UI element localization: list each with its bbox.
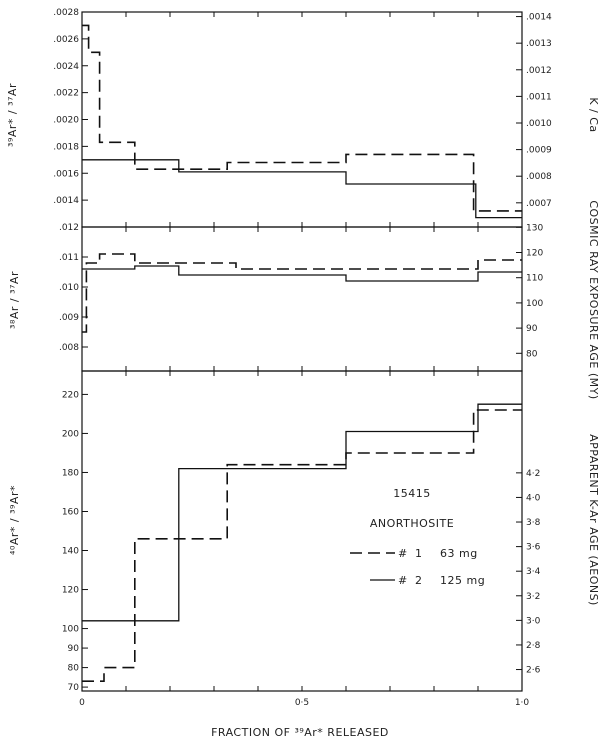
bottom-right-tick-label: 3·4 — [526, 567, 541, 577]
x-axis-title: FRACTION OF ³⁹Ar* RELEASED — [211, 726, 389, 739]
bottom-right-tick-label: 3·2 — [526, 592, 540, 602]
middle-right-tick-label: 90 — [526, 324, 538, 334]
top-right-tick-label: .0011 — [526, 92, 552, 102]
bottom-left-axis-title: ⁴⁰Ar* / ³⁹Ar* — [8, 485, 21, 555]
top-left-tick-label: .0014 — [53, 196, 79, 206]
top-left-tick-label: .0024 — [53, 62, 79, 72]
bottom-right-tick-label: 3·8 — [526, 518, 541, 528]
bottom-left-tick-label: 140 — [62, 547, 79, 557]
top-left-tick-label: .0018 — [53, 142, 79, 152]
bottom-left-tick-label: 200 — [62, 429, 79, 439]
legend-mass-2: 125 mg — [440, 574, 485, 587]
top-right-tick-label: .0014 — [526, 13, 552, 23]
middle-left-tick-label: .012 — [59, 223, 79, 233]
top-right-tick-label: .0009 — [526, 146, 552, 156]
top-series-1-dashed-line — [82, 24, 522, 212]
bottom-left-tick-label: 100 — [62, 625, 79, 635]
middle-left-tick-label: .010 — [59, 283, 79, 293]
bottom-left-tick-label: 90 — [68, 644, 80, 654]
middle-right-tick-label: 100 — [526, 299, 543, 309]
top-left-tick-label: .0028 — [53, 8, 79, 18]
middle-left-tick-label: .008 — [59, 343, 79, 353]
bottom-left-tick-label: 70 — [68, 683, 80, 693]
top-panel-frame — [81, 11, 523, 228]
series-layer — [82, 24, 522, 682]
bottom-right-tick-label: 2·6 — [526, 666, 541, 676]
middle-series-1-dashed-line — [82, 253, 522, 333]
top-right-tick-label: .0010 — [526, 119, 552, 129]
legend-marker-2: # — [398, 574, 408, 587]
top-left-tick-label: .0020 — [53, 116, 79, 126]
top-series-2-solid-line — [82, 159, 522, 219]
legend: 15415 ANORTHOSITE # 1 63 mg # 2 125 mg — [350, 487, 485, 587]
bottom-right-tick-label: 3·0 — [526, 616, 541, 626]
x-tick-label: 0 — [79, 698, 85, 708]
top-left-axis-title: ³⁹Ar* / ³⁷Ar — [6, 83, 19, 147]
bottom-right-tick-label: 3·6 — [526, 543, 541, 553]
top-right-tick-label: .0008 — [526, 172, 552, 182]
x-tick-label: 1·0 — [515, 698, 530, 708]
middle-right-axis-title: COSMIC RAY EXPOSURE AGE (MY) — [587, 200, 600, 399]
top-right-tick-label: .0012 — [526, 66, 552, 76]
bottom-left-tick-label: 80 — [68, 664, 80, 674]
bottom-right-axis-title: APPARENT K-Ar AGE (AEONS) — [587, 434, 600, 606]
middle-right-tick-label: 120 — [526, 249, 543, 259]
top-right-tick-label: .0013 — [526, 39, 552, 49]
bottom-panel-frame — [81, 370, 523, 692]
legend-number-1: 1 — [415, 547, 423, 560]
middle-right-tick-label: 130 — [526, 223, 543, 233]
top-left-tick-label: .0026 — [53, 35, 79, 45]
middle-left-axis-title: ³⁸Ar / ³⁷Ar — [8, 271, 21, 329]
middle-left-tick-label: .009 — [59, 313, 79, 323]
middle-panel-frame — [81, 226, 523, 372]
top-left-tick-label: .0022 — [53, 89, 79, 99]
bottom-left-tick-label: 120 — [62, 586, 79, 596]
bottom-right-tick-label: 4·2 — [526, 469, 540, 479]
legend-sample: 15415 — [393, 487, 431, 500]
legend-marker-1: # — [398, 547, 408, 560]
tick-layer: .0014 .0016 .0018 .0020 .0022 .0024 .0026 .0028… — [53, 8, 552, 708]
bottom-left-tick-label: 220 — [62, 390, 79, 400]
bottom-right-tick-label: 2·8 — [526, 641, 541, 651]
top-left-tick-label: .0016 — [53, 169, 79, 179]
legend-mass-1: 63 mg — [440, 547, 478, 560]
middle-right-tick-label: 80 — [526, 349, 538, 359]
middle-series-2-solid-line — [82, 265, 522, 282]
legend-rock: ANORTHOSITE — [370, 517, 454, 530]
middle-right-tick-label: 110 — [526, 274, 543, 284]
legend-number-2: 2 — [415, 574, 423, 587]
bottom-series-1-dashed-line — [82, 409, 522, 682]
bottom-series-2-solid-line — [82, 403, 522, 622]
bottom-left-tick-label: 180 — [62, 468, 79, 478]
bottom-right-tick-label: 4·0 — [526, 493, 541, 503]
x-tick-label: 0·5 — [295, 698, 309, 708]
bottom-left-tick-label: 160 — [62, 507, 79, 517]
top-right-axis-title: K / Ca — [587, 97, 600, 132]
middle-left-tick-label: .011 — [59, 253, 79, 263]
top-right-tick-label: .0007 — [526, 199, 552, 209]
